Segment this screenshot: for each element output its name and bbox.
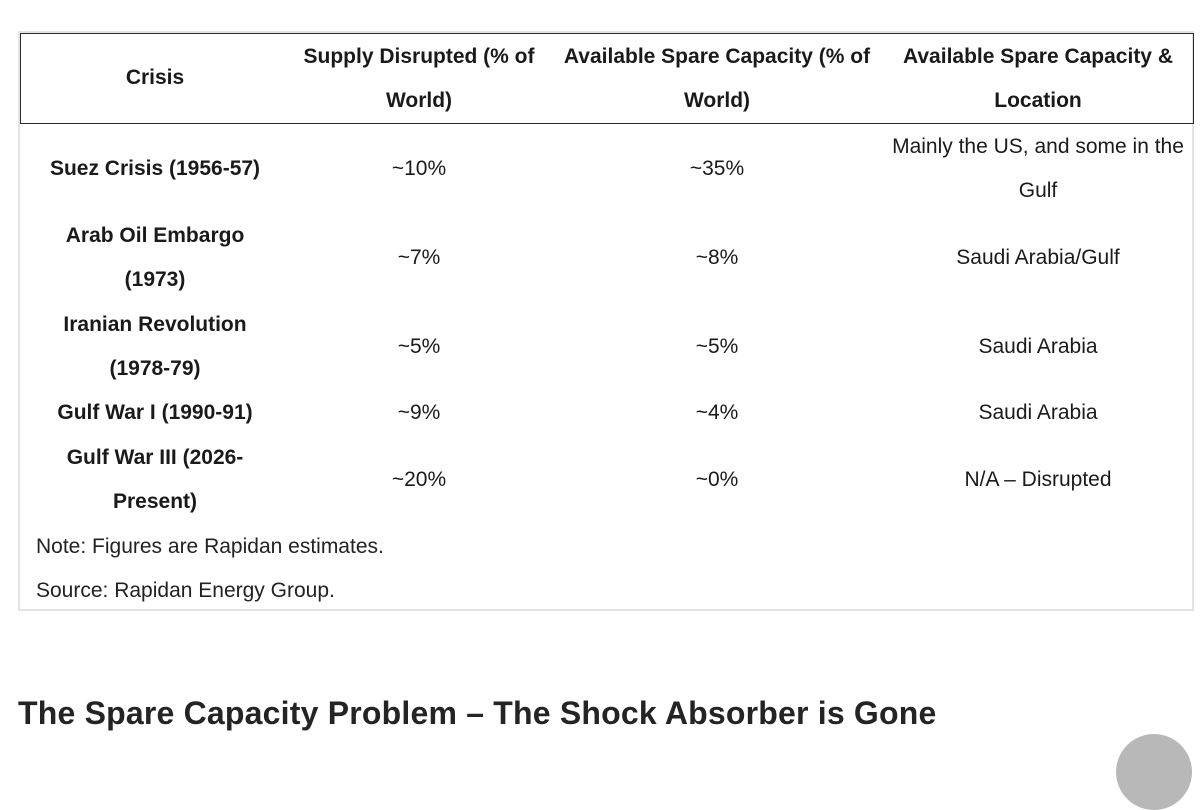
data-table (18, 31, 1194, 611)
row-spare-capacity: ~8% (695, 246, 739, 269)
table-header (20, 33, 1194, 124)
table-source: Source: Rapidan Energy Group. (36, 579, 335, 602)
row-spare-capacity: ~5% (695, 335, 739, 358)
row-supply-disrupted: ~5% (397, 335, 441, 358)
row-location: Saudi Arabia (978, 401, 1098, 424)
header-capacity-location: Available Spare Capacity & Location (902, 45, 1173, 112)
row-crisis: Gulf War III (2026-Present) (66, 446, 244, 513)
header-supply-disrupted: Supply Disrupted (% of World) (303, 45, 535, 112)
section-heading: The Spare Capacity Problem – The Shock A… (18, 695, 937, 731)
table-note: Note: Figures are Rapidan estimates. (36, 535, 384, 558)
header-spare-capacity: Available Spare Capacity (% of World) (563, 45, 871, 112)
row-supply-disrupted: ~7% (397, 246, 441, 269)
row-crisis: Iranian Revolution (1978-79) (63, 313, 247, 380)
row-crisis: Gulf War I (1990-91) (57, 401, 253, 424)
row-location: Saudi Arabia (978, 335, 1098, 358)
row-crisis: Arab Oil Embargo (1973) (65, 224, 245, 291)
row-spare-capacity: ~0% (695, 468, 739, 491)
row-supply-disrupted: ~10% (391, 157, 447, 180)
row-location: Saudi Arabia/Gulf (956, 246, 1120, 269)
row-spare-capacity: ~35% (689, 157, 745, 180)
row-location: Mainly the US, and some in the Gulf (892, 135, 1184, 202)
header-crisis: Crisis (125, 66, 185, 89)
row-supply-disrupted: ~9% (397, 401, 441, 424)
row-crisis: Suez Crisis (1956-57) (49, 157, 261, 180)
row-location: N/A – Disrupted (964, 468, 1112, 491)
floating-action-button[interactable] (1116, 734, 1192, 810)
row-supply-disrupted: ~20% (391, 468, 447, 491)
row-spare-capacity: ~4% (695, 401, 739, 424)
